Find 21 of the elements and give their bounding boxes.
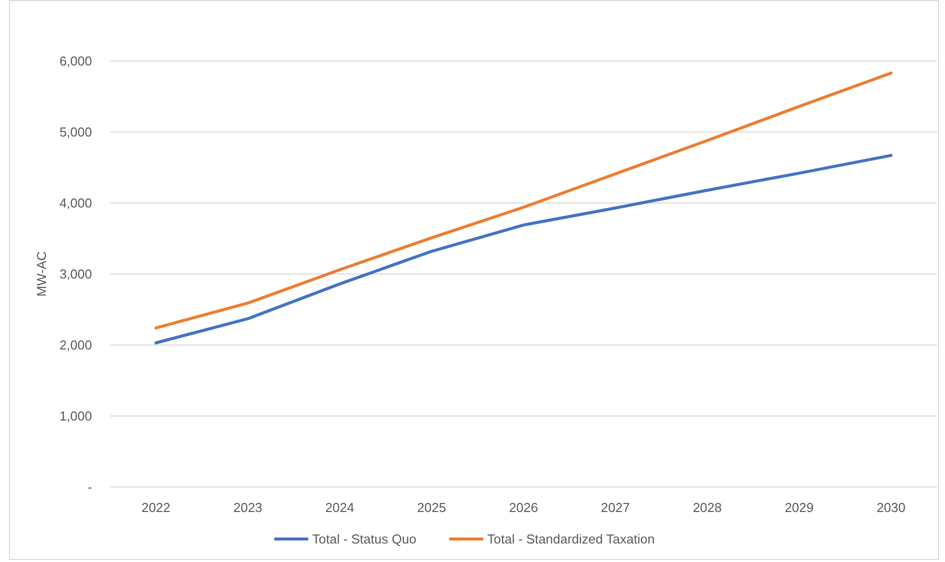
line-series: [154, 154, 893, 344]
x-tick-label: 2028: [692, 500, 722, 515]
legend-label: Total - Standardized Taxation: [487, 532, 655, 547]
x-tick-label: 2024: [325, 500, 354, 515]
y-tick-label: 1,000: [59, 408, 92, 424]
x-tick-label: 2029: [784, 500, 814, 515]
y-tick-label: 6,000: [59, 54, 92, 69]
y-tick-label: -: [88, 480, 92, 495]
x-tick-label: 2025: [417, 500, 446, 515]
legend-label: Total - Status Quo: [312, 532, 416, 547]
x-tick-label: 2022: [141, 500, 170, 515]
x-tick-label: 2027: [600, 500, 630, 515]
y-tick-label: 5,000: [59, 124, 92, 140]
y-tick-label: 2,000: [59, 338, 92, 353]
y-tick-label: 4,000: [59, 196, 92, 211]
x-tick-label: 2030: [876, 500, 906, 515]
x-tick-label: 2023: [233, 500, 262, 515]
y-axis-title: MW-AC: [34, 251, 49, 297]
line-series: [154, 72, 893, 330]
x-tick-label: 2026: [509, 500, 538, 515]
y-tick-label: 3,000: [59, 266, 92, 282]
